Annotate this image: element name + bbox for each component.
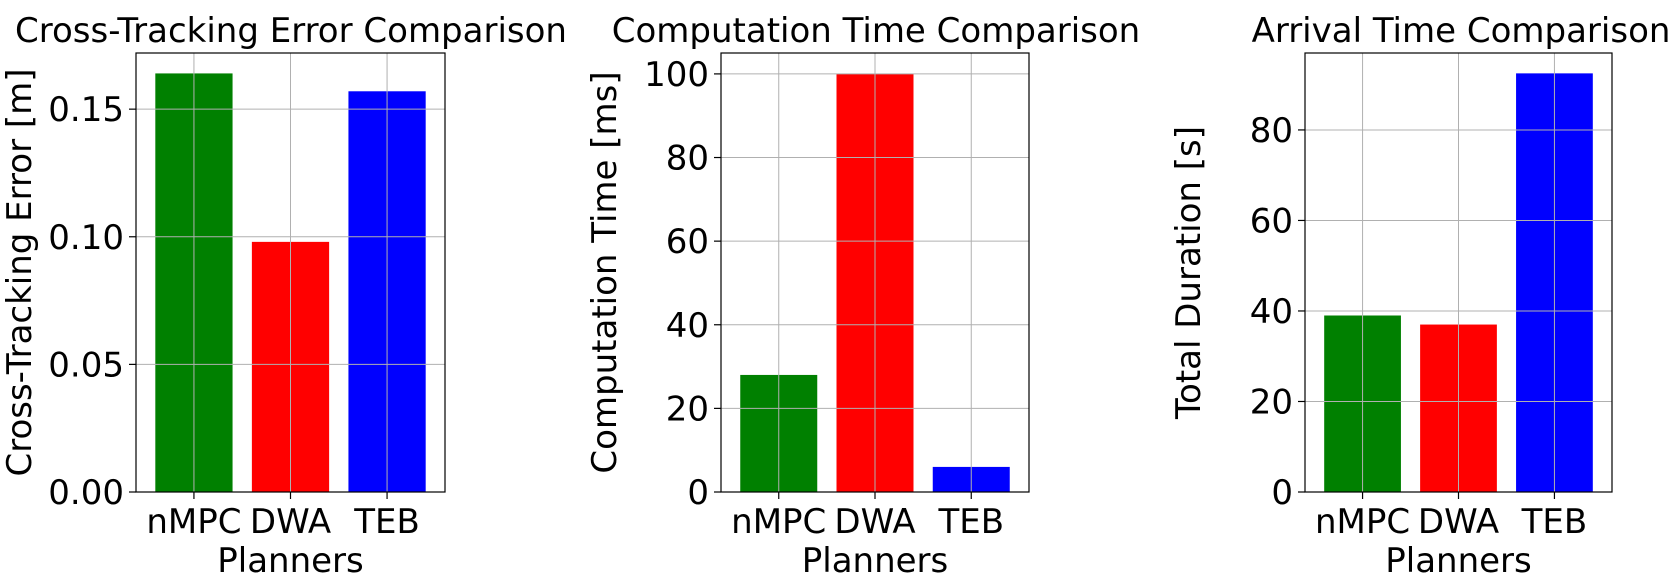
- subplot-2: 0 20 40 60 80 100 nMPC DWA TEB Computation Time C…: [585, 11, 1140, 580]
- y-tick-label: 80: [666, 139, 709, 179]
- y-tick-label: 0.05: [48, 345, 124, 385]
- y-tick-label: 60: [1250, 201, 1293, 241]
- chart-title: Cross-Tracking Error Comparison: [15, 11, 567, 51]
- x-axis-label: Planners: [1385, 541, 1532, 580]
- y-tick-label: 80: [1250, 111, 1293, 151]
- y-tick-label: 20: [666, 389, 709, 429]
- x-tick-label-teb: TEB: [1521, 502, 1588, 542]
- y-axis-label: Total Duration [s]: [1169, 126, 1209, 420]
- y-tick-label: 0: [687, 473, 709, 513]
- y-tick-label: 0.15: [48, 90, 124, 130]
- y-tick-label: 0.00: [48, 473, 124, 513]
- y-tick-label: 40: [666, 306, 709, 346]
- y-tick-label: 20: [1250, 382, 1293, 422]
- y-tick-label: 0: [1271, 473, 1293, 513]
- chart-title: Arrival Time Comparison: [1252, 11, 1671, 51]
- x-axis-label: Planners: [217, 541, 364, 580]
- subplot-1: 0.00 0.05 0.10 0.15 nMPC DWA TEB Cross-Tracking…: [0, 11, 567, 580]
- y-tick-label: 0.10: [48, 218, 124, 258]
- x-tick-label-nmpc: nMPC: [1315, 502, 1410, 542]
- x-tick-label-dwa: DWA: [834, 502, 915, 542]
- x-tick-label-dwa: DWA: [1418, 502, 1499, 542]
- chart-title: Computation Time Comparison: [612, 11, 1140, 51]
- x-axis-label: Planners: [802, 541, 949, 580]
- y-tick-label: 40: [1250, 292, 1293, 332]
- x-tick-label-nmpc: nMPC: [146, 502, 241, 542]
- x-tick-label-teb: TEB: [353, 502, 420, 542]
- x-tick-label-dwa: DWA: [250, 502, 331, 542]
- y-axis-label: Computation Time [ms]: [585, 71, 625, 473]
- y-tick-label: 100: [644, 55, 709, 95]
- x-tick-label-teb: TEB: [937, 502, 1004, 542]
- x-tick-label-nmpc: nMPC: [731, 502, 826, 542]
- y-axis-label: Cross-Tracking Error [m]: [0, 68, 40, 476]
- y-tick-label: 60: [666, 222, 709, 262]
- subplot-3: 0 20 40 60 80 nMPC DWA TEB Arrival Time Comparis…: [1169, 11, 1670, 580]
